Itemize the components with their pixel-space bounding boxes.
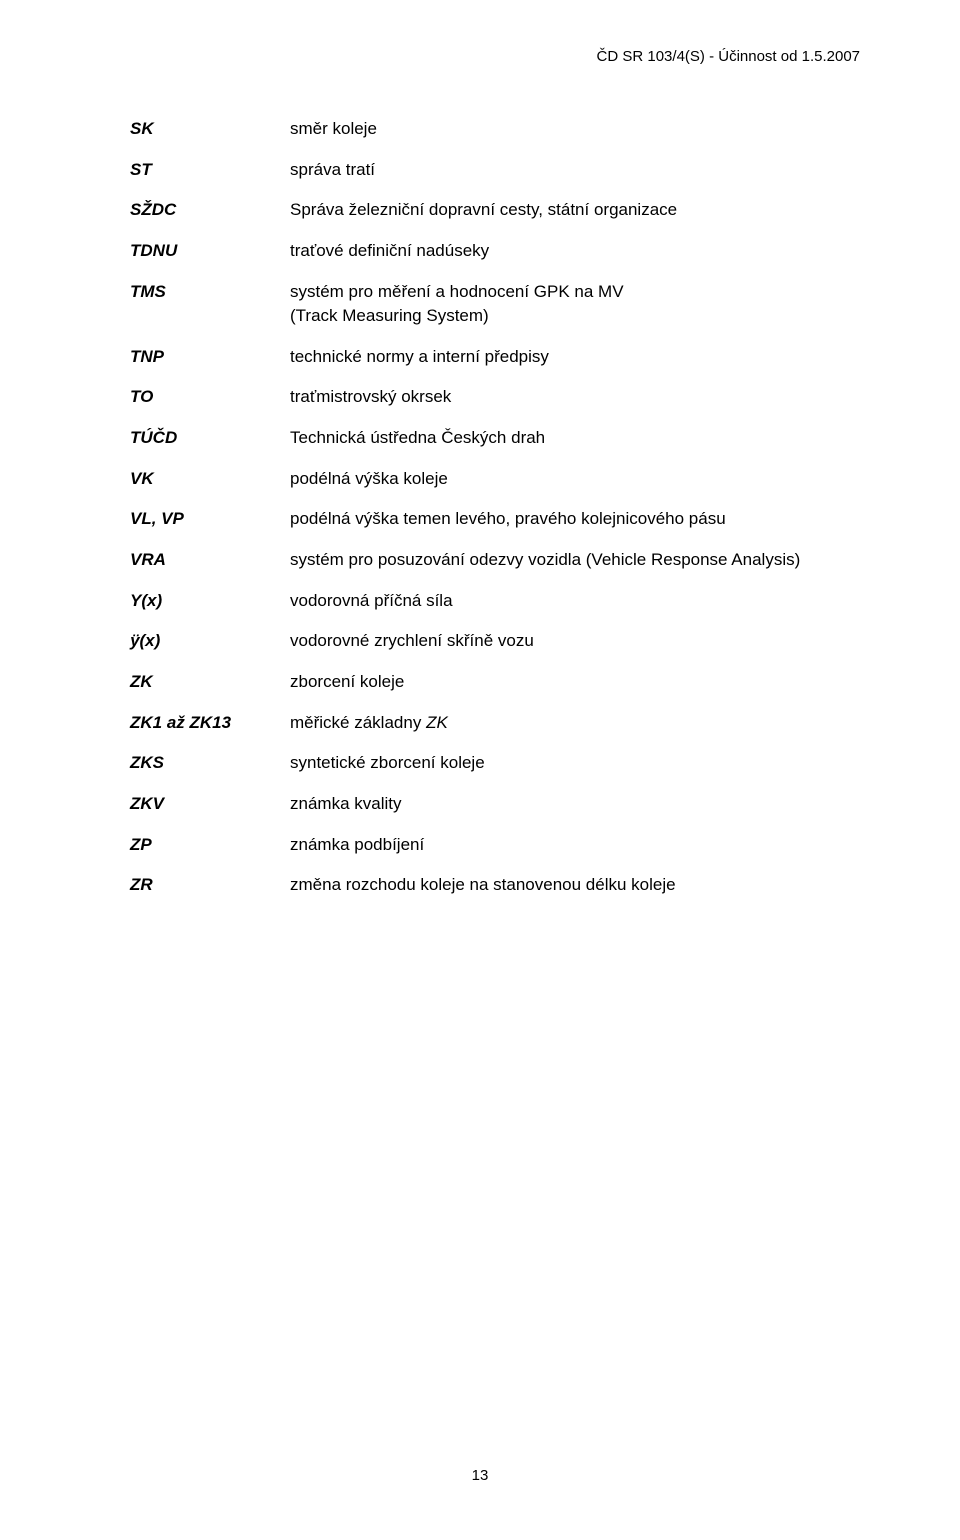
definition-row: ZKzborcení koleje <box>130 662 870 703</box>
definition-description: známka podbíjení <box>290 825 870 866</box>
definition-description-italic: ZK <box>426 713 448 732</box>
definition-term: ZK1 až ZK13 <box>130 703 290 744</box>
definition-row: TÚČDTechnická ústředna Českých drah <box>130 418 870 459</box>
definition-description-text: změna rozchodu koleje na stanovenou délk… <box>290 875 676 894</box>
definition-description: Správa železniční dopravní cesty, státní… <box>290 190 870 231</box>
definition-description: technické normy a interní předpisy <box>290 337 870 378</box>
definition-description-text: měřické základny <box>290 713 426 732</box>
definition-description-text: (Track Measuring System) <box>290 306 489 325</box>
definition-description: vodorovná příčná síla <box>290 581 870 622</box>
definition-term: SŽDC <box>130 190 290 231</box>
definition-term: VRA <box>130 540 290 581</box>
definition-row: VKpodélná výška koleje <box>130 459 870 500</box>
definition-description-text: systém pro měření a hodnocení GPK na MV <box>290 282 624 301</box>
definition-term: TMS <box>130 272 290 337</box>
definition-term: ZP <box>130 825 290 866</box>
definition-description-text: podélná výška temen levého, pravého kole… <box>290 509 726 528</box>
definition-description-text: traťmistrovský okrsek <box>290 387 451 406</box>
definition-description-text: traťové definiční nadúseky <box>290 241 489 260</box>
definition-description-text: podélná výška koleje <box>290 469 448 488</box>
definition-term: TÚČD <box>130 418 290 459</box>
definition-description: traťmistrovský okrsek <box>290 377 870 418</box>
definition-description-text: syntetické zborcení koleje <box>290 753 485 772</box>
definition-description-text: vodorovné zrychlení skříně vozu <box>290 631 534 650</box>
definition-term: ST <box>130 150 290 191</box>
definition-description: měřické základny ZK <box>290 703 870 744</box>
definition-description: syntetické zborcení koleje <box>290 743 870 784</box>
definition-term: ZK <box>130 662 290 703</box>
definition-row: Y(x)vodorovná příčná síla <box>130 581 870 622</box>
definition-description-text: systém pro posuzování odezvy vozidla (Ve… <box>290 550 800 569</box>
definition-description-text: zborcení koleje <box>290 672 404 691</box>
definition-description: systém pro měření a hodnocení GPK na MV (… <box>290 272 870 337</box>
definition-description: zborcení koleje <box>290 662 870 703</box>
page-content: ČD SR 103/4(S) - Účinnost od 1.5.2007 SK… <box>0 0 960 966</box>
definition-description-text: známka kvality <box>290 794 401 813</box>
definition-description: Technická ústředna Českých drah <box>290 418 870 459</box>
definition-description: změna rozchodu koleje na stanovenou délk… <box>290 865 870 906</box>
definition-row: SKsměr koleje <box>130 109 870 150</box>
definition-description: vodorovné zrychlení skříně vozu <box>290 621 870 662</box>
definition-description: traťové definiční nadúseky <box>290 231 870 272</box>
page-number: 13 <box>0 1467 960 1484</box>
definition-row: ZRzměna rozchodu koleje na stanovenou dé… <box>130 865 870 906</box>
definition-row: ÿ(x)vodorovné zrychlení skříně vozu <box>130 621 870 662</box>
definition-description: správa tratí <box>290 150 870 191</box>
definition-row: SŽDCSpráva železniční dopravní cesty, st… <box>130 190 870 231</box>
definition-term: VK <box>130 459 290 500</box>
definition-term: ZKS <box>130 743 290 784</box>
definition-description-text: technické normy a interní předpisy <box>290 347 549 366</box>
definition-term: TO <box>130 377 290 418</box>
definitions-list: SKsměr kolejeSTspráva tratíSŽDCSpráva že… <box>130 109 870 906</box>
definition-description: podélná výška temen levého, pravého kole… <box>290 499 870 540</box>
definition-row: TNPtechnické normy a interní předpisy <box>130 337 870 378</box>
definition-row: ZKSsyntetické zborcení koleje <box>130 743 870 784</box>
definition-row: TDNUtraťové definiční nadúseky <box>130 231 870 272</box>
definition-description: podélná výška koleje <box>290 459 870 500</box>
definition-term: VL, VP <box>130 499 290 540</box>
definition-description-text: Správa železniční dopravní cesty, státní… <box>290 200 677 219</box>
definition-description-text: Technická ústředna Českých drah <box>290 428 545 447</box>
definition-term: TNP <box>130 337 290 378</box>
definition-row: ZK1 až ZK13měřické základny ZK <box>130 703 870 744</box>
definition-row: TOtraťmistrovský okrsek <box>130 377 870 418</box>
definition-description-text: vodorovná příčná síla <box>290 591 453 610</box>
document-header: ČD SR 103/4(S) - Účinnost od 1.5.2007 <box>130 48 870 65</box>
definition-description: systém pro posuzování odezvy vozidla (Ve… <box>290 540 870 581</box>
definition-description-text: známka podbíjení <box>290 835 424 854</box>
definition-description: směr koleje <box>290 109 870 150</box>
definition-row: STspráva tratí <box>130 150 870 191</box>
definition-term: ZR <box>130 865 290 906</box>
definition-description-text: směr koleje <box>290 119 377 138</box>
definition-term: ÿ(x) <box>130 621 290 662</box>
definition-term: TDNU <box>130 231 290 272</box>
definition-term: Y(x) <box>130 581 290 622</box>
definition-term: ZKV <box>130 784 290 825</box>
definition-description-text: správa tratí <box>290 160 375 179</box>
definition-description: známka kvality <box>290 784 870 825</box>
definition-row: VRAsystém pro posuzování odezvy vozidla … <box>130 540 870 581</box>
definition-row: ZPznámka podbíjení <box>130 825 870 866</box>
definition-row: VL, VPpodélná výška temen levého, pravéh… <box>130 499 870 540</box>
definition-row: TMSsystém pro měření a hodnocení GPK na … <box>130 272 870 337</box>
definition-row: ZKVznámka kvality <box>130 784 870 825</box>
definition-term: SK <box>130 109 290 150</box>
